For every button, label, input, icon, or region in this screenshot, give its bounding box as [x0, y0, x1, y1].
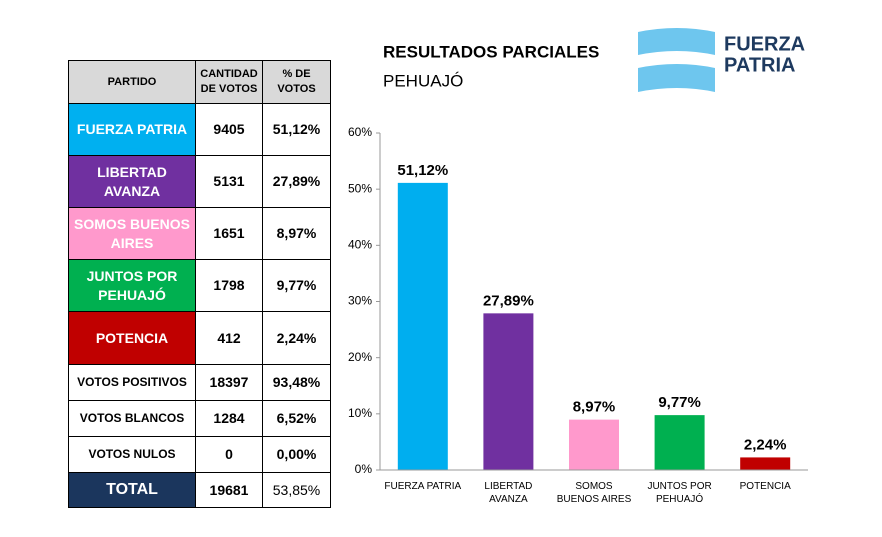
value-label: 8,97%: [573, 399, 616, 416]
party-cell: SOMOS BUENOS AIRES: [68, 207, 196, 260]
x-tick-label: JUNTOS POR PEHUAJÓ: [647, 481, 712, 505]
x-tick-label: FUERZA PATRIA: [384, 481, 462, 492]
party-cell: VOTOS NULOS: [68, 436, 196, 473]
bar: [397, 182, 448, 470]
y-tick-label: 40%: [348, 238, 372, 252]
x-tick-label: SOMOS BUENOS AIRES: [556, 481, 632, 505]
party-cell: POTENCIA: [68, 311, 196, 365]
bar: [483, 313, 534, 470]
value-label: 2,24%: [744, 436, 787, 453]
pct-cell: 0,00%: [262, 436, 331, 473]
logo-text: PATRIA: [724, 54, 795, 76]
y-tick-label: 10%: [348, 406, 372, 420]
votes-cell: 9405: [195, 103, 263, 156]
party-cell: VOTOS POSITIVOS: [68, 364, 196, 401]
header-cell: PARTIDO: [68, 60, 196, 104]
table-row: JUNTOS POR PEHUAJÓ 1798 9,77%: [68, 259, 331, 312]
party-cell: LIBERTAD AVANZA: [68, 155, 196, 208]
table-row: VOTOS BLANCOS 1284 6,52%: [68, 400, 331, 437]
bar: [654, 415, 705, 470]
votes-cell: 1284: [195, 400, 263, 437]
pct-cell: 93,48%: [262, 364, 331, 401]
pct-cell: 8,97%: [262, 207, 331, 260]
x-tick-label: LIBERTAD AVANZA: [484, 481, 533, 505]
votes-cell: 18397: [195, 364, 263, 401]
y-tick-label: 0%: [355, 462, 373, 476]
bar: [569, 419, 619, 470]
table-row: TOTAL 19681 53,85%: [68, 472, 331, 508]
table-row: FUERZA PATRIA 9405 51,12%: [68, 103, 331, 156]
party-cell: VOTOS BLANCOS: [68, 400, 196, 437]
party-cell: JUNTOS POR PEHUAJÓ: [68, 259, 196, 312]
pct-cell: 53,85%: [262, 472, 331, 508]
party-cell: FUERZA PATRIA: [68, 103, 196, 156]
y-tick-label: 30%: [348, 294, 372, 308]
table-row: POTENCIA 412 2,24%: [68, 311, 331, 365]
chart-subtitle: PEHUAJÓ: [383, 71, 463, 90]
votes-cell: 19681: [195, 472, 263, 508]
pct-cell: 6,52%: [262, 400, 331, 437]
pct-cell: 2,24%: [262, 311, 331, 365]
table-row: VOTOS NULOS 0 0,00%: [68, 436, 331, 473]
pct-cell: 27,89%: [262, 155, 331, 208]
logo-text: FUERZA: [724, 33, 805, 55]
header-row: PARTIDO CANTIDAD DE VOTOS% DE VOTOS: [68, 60, 331, 104]
votes-cell: 1798: [195, 259, 263, 312]
table-row: VOTOS POSITIVOS 18397 93,48%: [68, 364, 331, 401]
value-label: 27,89%: [483, 292, 534, 309]
bar: [740, 457, 791, 470]
y-tick-label: 50%: [348, 181, 372, 195]
table-row: SOMOS BUENOS AIRES 1651 8,97%: [68, 207, 331, 260]
header-cell: % DE VOTOS: [262, 60, 331, 104]
votes-cell: 412: [195, 311, 263, 365]
party-cell: TOTAL: [68, 472, 196, 508]
chart-title: RESULTADOS PARCIALES: [383, 42, 599, 61]
logo-stripe: [638, 28, 715, 55]
header-cell: CANTIDAD DE VOTOS: [195, 60, 263, 104]
value-label: 9,77%: [658, 394, 701, 411]
x-tick-label: POTENCIA: [739, 481, 791, 492]
pct-cell: 51,12%: [262, 103, 331, 156]
votes-cell: 1651: [195, 207, 263, 260]
logo-stripe: [638, 64, 715, 92]
y-tick-label: 20%: [348, 350, 372, 364]
value-label: 51,12%: [397, 162, 448, 179]
results-table: PARTIDO CANTIDAD DE VOTOS% DE VOTOS FUERZA…: [68, 60, 331, 508]
pct-cell: 9,77%: [262, 259, 331, 312]
y-tick-label: 60%: [348, 125, 372, 139]
table-row: LIBERTAD AVANZA 5131 27,89%: [68, 155, 331, 208]
votes-cell: 0: [195, 436, 263, 473]
votes-cell: 5131: [195, 155, 263, 208]
